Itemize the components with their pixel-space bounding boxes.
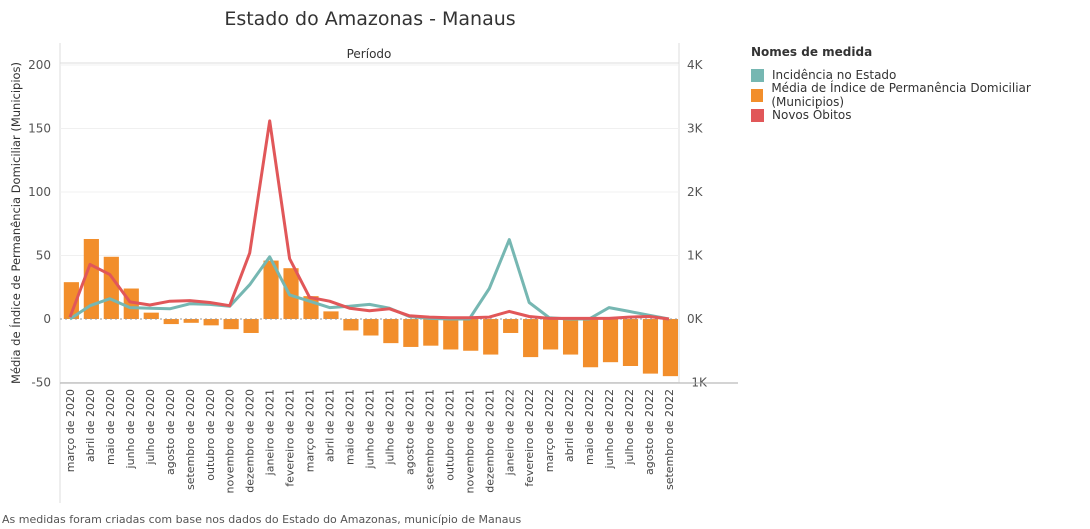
bar xyxy=(383,319,399,344)
bar xyxy=(562,319,579,355)
x-tick-label: junho de 2022 xyxy=(603,389,616,469)
bar xyxy=(223,319,239,330)
x-tick-label: fevereiro de 2022 xyxy=(523,389,536,487)
footnote: As medidas foram criadas com base nos da… xyxy=(2,513,522,526)
bar xyxy=(323,311,339,319)
legend-item-media-indice[interactable]: Média de Índice de Permanência Domicilia… xyxy=(751,81,1090,109)
legend-item-incidencia[interactable]: Incidência no Estado xyxy=(751,65,1090,85)
bar xyxy=(143,312,159,319)
right-tick-label: 1K xyxy=(687,249,704,263)
legend-swatch-novos-obitos xyxy=(751,108,764,122)
x-tick-label: maio de 2020 xyxy=(104,389,117,465)
bar-series xyxy=(63,238,679,377)
x-tick-label: janeiro de 2022 xyxy=(503,389,516,476)
x-tick-label: agosto de 2022 xyxy=(643,389,656,475)
bar xyxy=(523,319,539,358)
x-tick-label: março de 2022 xyxy=(543,389,556,472)
right-tick-label: 4K xyxy=(687,58,704,72)
x-tick-label: outubro de 2021 xyxy=(443,389,456,481)
x-tick-label: junho de 2020 xyxy=(124,389,137,469)
right-tick-label: 2K xyxy=(687,185,704,199)
x-tick-label: julho de 2021 xyxy=(384,389,397,466)
bar xyxy=(363,319,379,336)
x-tick-label: setembro de 2020 xyxy=(184,389,197,490)
bar xyxy=(403,319,419,347)
x-tick-label: maio de 2021 xyxy=(344,389,357,465)
left-tick-label: 150 xyxy=(28,122,51,136)
x-tick-label: julho de 2022 xyxy=(623,389,636,466)
x-tick-label: maio de 2022 xyxy=(583,389,596,465)
legend-item-novos-obitos[interactable]: Novos Óbitos xyxy=(751,105,1090,125)
series-line xyxy=(68,119,670,321)
bar xyxy=(203,319,219,326)
bar xyxy=(423,319,439,346)
bar xyxy=(582,319,599,368)
right-tick-label: 0K xyxy=(687,312,704,326)
line-series xyxy=(68,119,670,321)
chart-title: Estado do Amazonas - Manaus xyxy=(224,8,516,30)
bar xyxy=(602,319,619,363)
legend-swatch-incidencia xyxy=(751,68,764,82)
x-tick-label: dezembro de 2021 xyxy=(483,389,496,493)
x-tick-label: junho de 2021 xyxy=(364,389,377,469)
bar xyxy=(662,319,679,377)
bar xyxy=(283,268,299,319)
legend-label-media-indice: Média de Índice de Permanência Domicilia… xyxy=(771,81,1031,109)
legend: Nomes de medida Incidência no Estado Méd… xyxy=(751,45,1090,125)
bar xyxy=(463,319,479,351)
bar xyxy=(243,319,259,333)
bar xyxy=(483,319,499,355)
x-tick-label: fevereiro de 2021 xyxy=(284,389,297,487)
x-tick-label: janeiro de 2021 xyxy=(264,389,277,476)
x-tick-label: agosto de 2021 xyxy=(403,389,416,475)
bar xyxy=(103,256,119,319)
bar xyxy=(163,319,179,325)
legend-label-novos-obitos: Novos Óbitos xyxy=(772,108,852,122)
bar xyxy=(503,319,519,333)
x-tick-label: abril de 2022 xyxy=(563,389,576,462)
bar xyxy=(83,238,99,319)
legend-label-incidencia: Incidência no Estado xyxy=(772,68,897,82)
x-tick-label: novembro de 2020 xyxy=(224,389,237,493)
x-axis-labels: março de 2020 abril de 2020 maio de 2020 ju… xyxy=(64,389,676,493)
x-tick-label: dezembro de 2020 xyxy=(244,389,257,493)
x-tick-label: novembro de 2021 xyxy=(463,389,476,493)
x-tick-label: abril de 2020 xyxy=(84,389,97,462)
right-tick-label: 3K xyxy=(687,122,704,136)
left-tick-label: 100 xyxy=(28,185,51,199)
bar xyxy=(343,319,359,331)
period-header: Período xyxy=(347,47,392,61)
x-tick-label: abril de 2021 xyxy=(324,389,337,462)
x-tick-label: julho de 2020 xyxy=(144,389,157,466)
x-tick-label: setembro de 2021 xyxy=(423,389,436,490)
bar xyxy=(183,319,199,323)
left-tick-label: 50 xyxy=(36,249,51,263)
left-tick-label: 0 xyxy=(43,312,51,326)
series-line xyxy=(69,238,670,321)
y-axis-left-label: Média de Índice de Permanência Domicilia… xyxy=(8,62,23,384)
left-tick-label: -50 xyxy=(31,376,51,390)
bar xyxy=(443,319,459,350)
x-tick-label: agosto de 2020 xyxy=(164,389,177,475)
legend-swatch-media-indice xyxy=(751,88,764,102)
x-tick-label: outubro de 2020 xyxy=(204,389,217,481)
x-tick-label: setembro de 2022 xyxy=(663,389,676,490)
bar xyxy=(642,319,659,374)
bar xyxy=(622,319,639,366)
bar xyxy=(543,319,559,350)
x-tick-label: março de 2021 xyxy=(304,389,317,472)
bar xyxy=(63,282,79,319)
legend-title: Nomes de medida xyxy=(751,45,873,59)
left-axis-ticks: 200 150 100 50 0 -50 xyxy=(28,58,51,390)
left-tick-label: 200 xyxy=(28,58,51,72)
combo-chart: Período Média de Índice de Permanência D… xyxy=(8,43,738,503)
x-tick-label: março de 2020 xyxy=(64,389,77,472)
bar xyxy=(263,260,279,319)
